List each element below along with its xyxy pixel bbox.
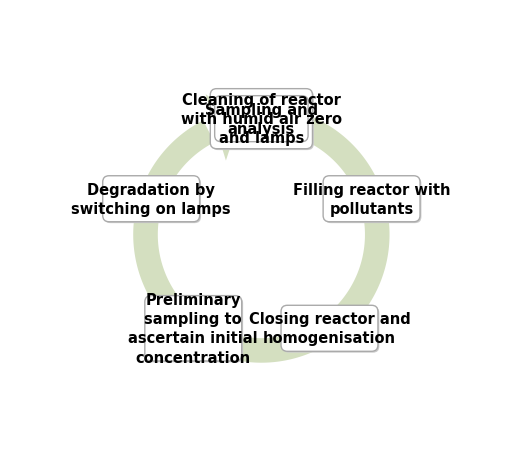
Text: Cleaning of reactor
with humid air zero
and lamps: Cleaning of reactor with humid air zero … — [181, 93, 341, 146]
Text: Sampling and
analysis: Sampling and analysis — [205, 102, 317, 136]
Text: Closing reactor and
homogenisation: Closing reactor and homogenisation — [248, 312, 410, 346]
Polygon shape — [205, 95, 239, 161]
FancyBboxPatch shape — [104, 178, 201, 224]
Polygon shape — [133, 107, 389, 363]
FancyBboxPatch shape — [214, 96, 307, 142]
FancyBboxPatch shape — [282, 307, 379, 353]
FancyBboxPatch shape — [145, 296, 241, 361]
FancyBboxPatch shape — [216, 98, 309, 144]
FancyBboxPatch shape — [102, 177, 199, 222]
Text: Preliminary
sampling to
ascertain initial
concentration: Preliminary sampling to ascertain initia… — [128, 293, 258, 365]
FancyBboxPatch shape — [146, 298, 243, 363]
Text: Filling reactor with
pollutants: Filling reactor with pollutants — [292, 182, 449, 217]
FancyBboxPatch shape — [280, 306, 377, 352]
Text: Degradation by
switching on lamps: Degradation by switching on lamps — [71, 182, 231, 217]
FancyBboxPatch shape — [324, 178, 420, 224]
FancyBboxPatch shape — [210, 90, 312, 149]
FancyBboxPatch shape — [323, 177, 419, 222]
FancyBboxPatch shape — [211, 91, 313, 151]
